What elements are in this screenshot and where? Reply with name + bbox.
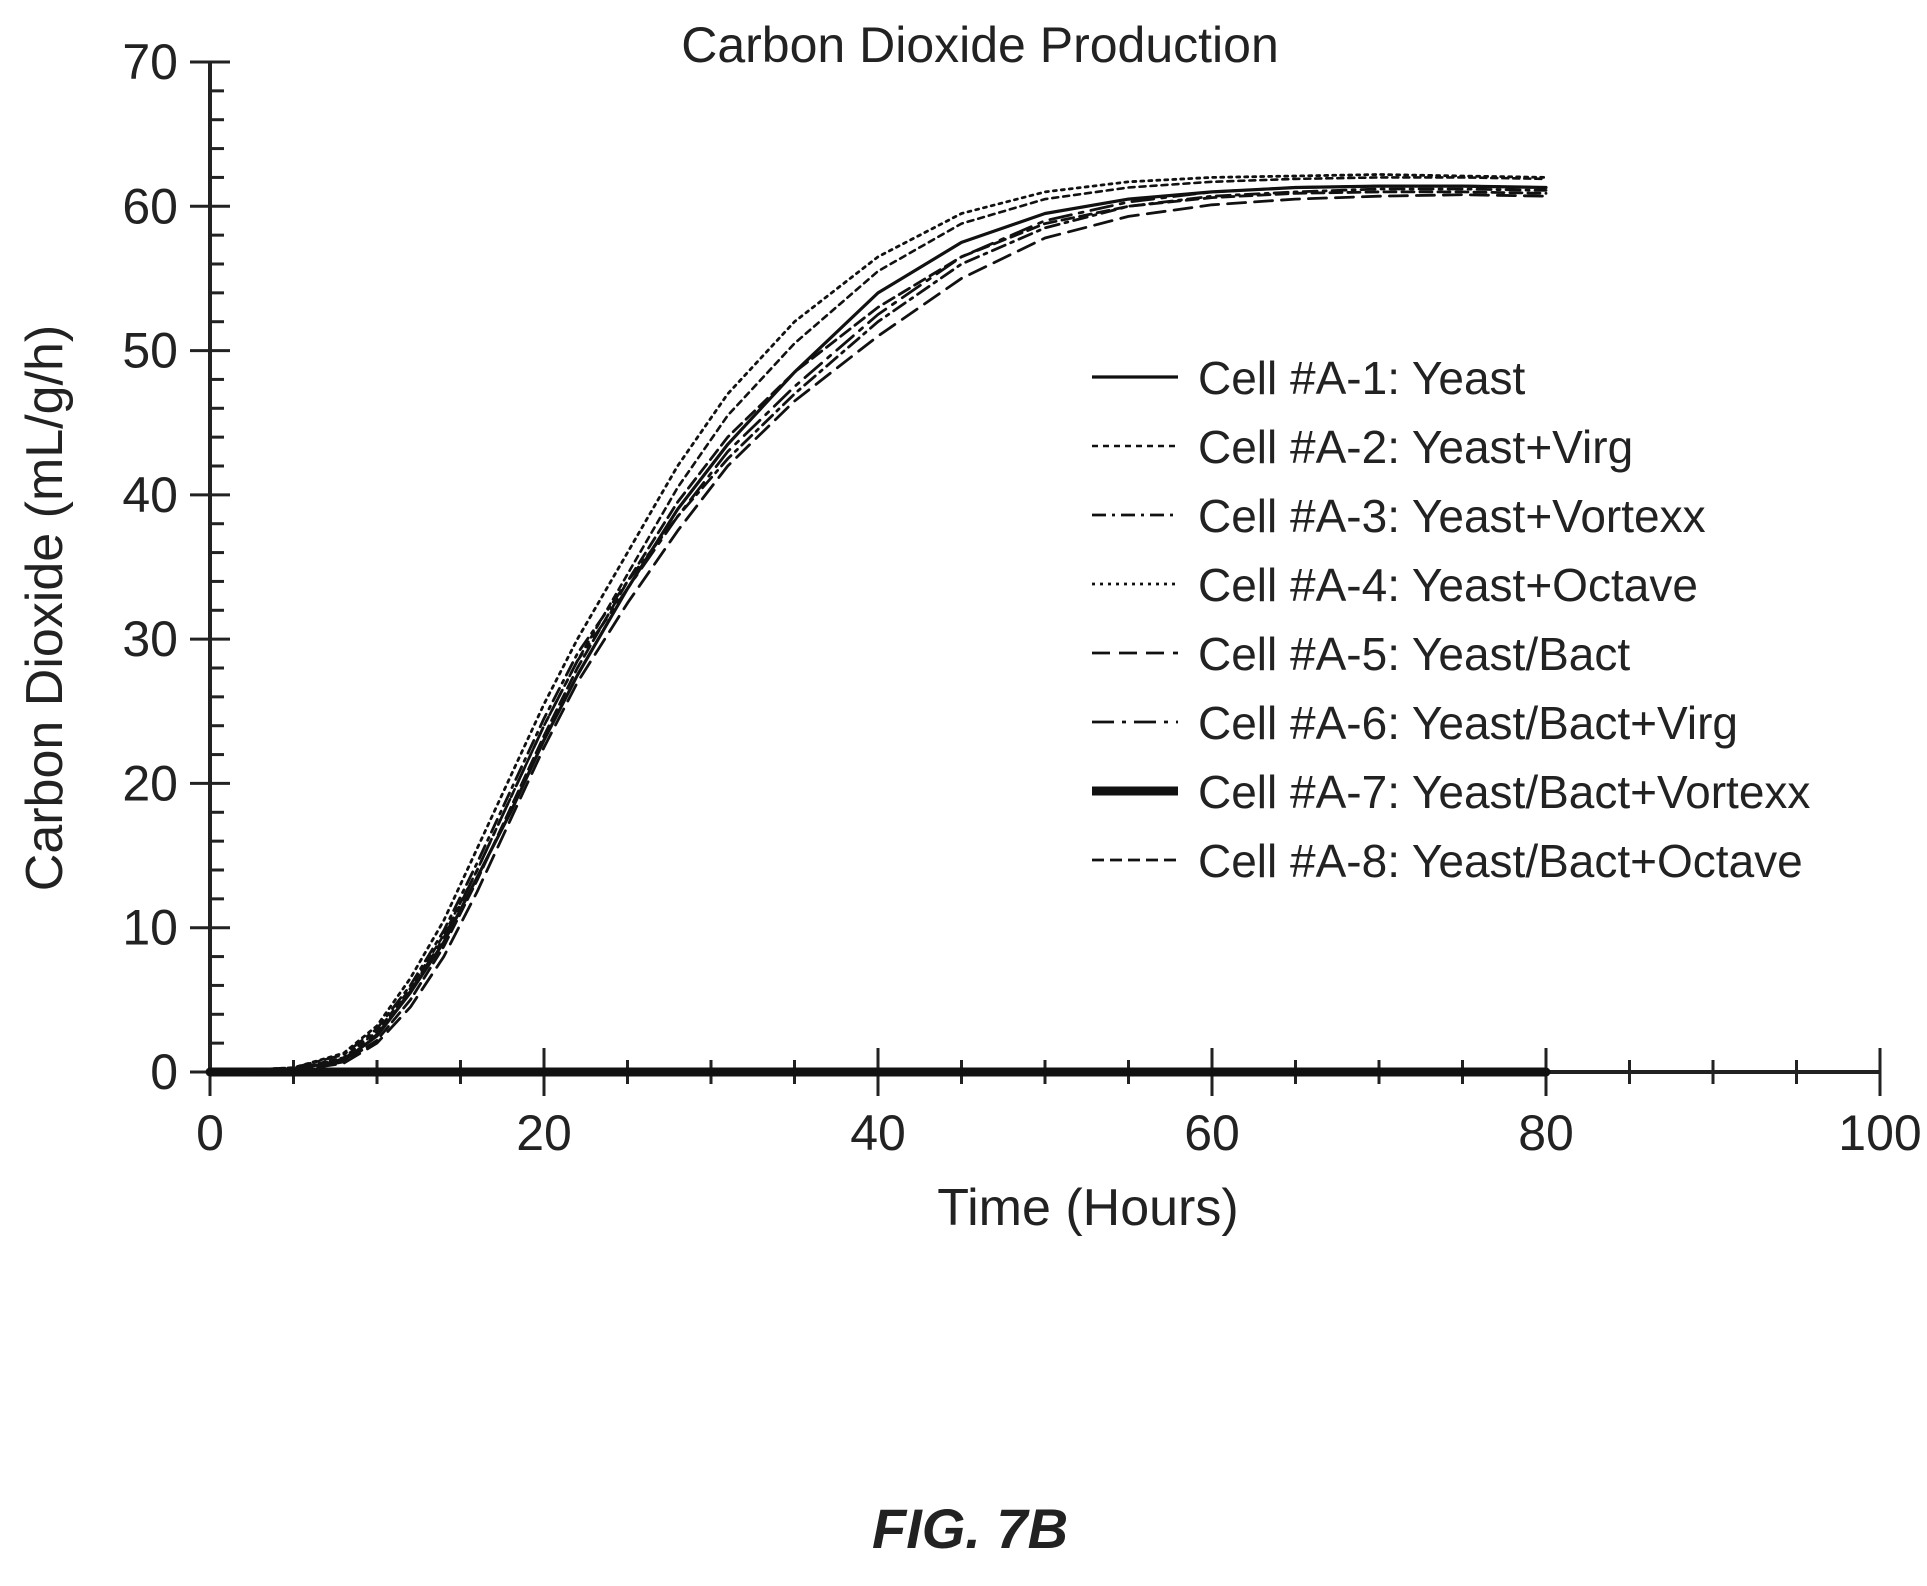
- series-line-2: [208, 176, 1548, 1074]
- y-tick-label: 40: [122, 467, 178, 523]
- x-axis: 0 20 40 60 80 100: [196, 1048, 1922, 1161]
- series-line-4: [208, 173, 1548, 1074]
- legend-label-7: Cell #A-7: Yeast/Bact+Vortexx: [1198, 766, 1810, 818]
- y-axis: 0 10 20 30 40 50 60 70: [122, 34, 230, 1100]
- y-tick-label: 60: [122, 178, 178, 234]
- figure-label: FIG. 7B: [872, 1497, 1068, 1560]
- y-tick-label: 50: [122, 323, 178, 379]
- x-axis-label: Time (Hours): [937, 1179, 1238, 1237]
- y-tick-label: 10: [122, 900, 178, 956]
- y-tick-label: 0: [150, 1044, 178, 1100]
- y-tick-label: 70: [122, 34, 178, 90]
- legend: Cell #A-1: Yeast Cell #A-2: Yeast+Virg Cel…: [1092, 352, 1810, 887]
- series-line-5: [208, 193, 1548, 1074]
- y-tick-label: 20: [122, 755, 178, 811]
- y-tick-label: 30: [122, 611, 178, 667]
- x-tick-label: 40: [850, 1105, 906, 1161]
- y-axis-label: Carbon Dioxide (mL/g/h): [16, 325, 74, 891]
- legend-label-6: Cell #A-6: Yeast/Bact+Virg: [1198, 697, 1738, 749]
- legend-label-4: Cell #A-4: Yeast+Octave: [1198, 559, 1698, 611]
- legend-label-8: Cell #A-8: Yeast/Bact+Octave: [1198, 835, 1803, 887]
- x-tick-label: 80: [1518, 1105, 1574, 1161]
- x-tick-label: 60: [1184, 1105, 1240, 1161]
- x-tick-label: 100: [1838, 1105, 1921, 1161]
- series-line-6: [208, 184, 1548, 1074]
- x-tick-label: 0: [196, 1105, 224, 1161]
- chart-title: Carbon Dioxide Production: [681, 17, 1279, 73]
- legend-label-3: Cell #A-3: Yeast+Vortexx: [1198, 490, 1706, 542]
- x-tick-label: 20: [516, 1105, 572, 1161]
- legend-label-5: Cell #A-5: Yeast/Bact: [1198, 628, 1630, 680]
- series-layer: [205, 173, 1551, 1077]
- legend-label-2: Cell #A-2: Yeast+Virg: [1198, 421, 1633, 473]
- series-line-8: [208, 190, 1548, 1074]
- legend-label-1: Cell #A-1: Yeast: [1198, 352, 1526, 404]
